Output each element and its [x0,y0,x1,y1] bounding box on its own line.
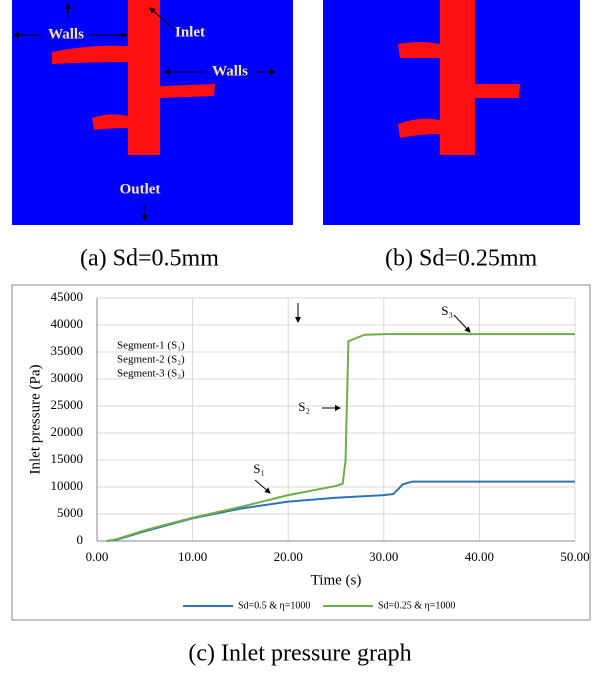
x-tick-label: 50.00 [560,549,589,564]
segment [92,114,128,130]
annotation: S₃ [441,303,453,318]
label: Walls [212,63,248,79]
x-axis-title: Time (s) [311,572,362,588]
chart: 0 5000 10000 15000 20000 25000 30000 35000 40000… [27,289,589,611]
x-tick-label: 0.00 [86,549,109,564]
label: Inlet [175,24,205,40]
caption: (b) Sd=0.25mm [385,246,538,272]
label: Walls [48,26,84,42]
y-tick-label: 20000 [51,424,84,439]
chart-frame [11,284,591,621]
panel-a: Walls Inlet Walls Outlet [12,0,293,225]
segment [398,42,440,58]
x-tick-label: 20.00 [274,549,303,564]
y-tick-label: 45000 [51,289,84,304]
segment [475,84,520,98]
y-tick-label: 10000 [51,478,84,493]
segment [160,84,215,98]
y-tick-label: 25000 [51,397,84,412]
x-tick-label: 40.00 [465,549,494,564]
line-series [106,333,575,542]
y-tick-label: 30000 [51,370,84,385]
y-tick-label: 15000 [51,451,84,466]
y-tick-label: 40000 [51,316,84,331]
segment [398,118,440,138]
x-tick-label: 10.00 [178,549,207,564]
legend-label: Sd=0.25 & η=1000 [378,600,455,611]
note: Segment-3 (S₃) [117,368,185,380]
inlet-channel [440,0,475,155]
caption: (a) Sd=0.5mm [80,246,219,272]
annotation: S₂ [298,399,310,414]
y-tick-label: 5000 [57,505,83,520]
note: Segment-1 (S₁) [117,340,185,352]
segment [52,45,128,64]
annotation: S₁ [253,461,265,476]
y-tick-label: 35000 [51,343,84,358]
legend-label: Sd=0.5 & η=1000 [238,600,310,611]
x-tick-label: 30.00 [369,549,398,564]
panel-b [323,0,580,225]
line-series [106,480,575,542]
y-axis-title: Inlet pressure (Pa) [27,365,43,475]
y-tick-label: 0 [77,532,84,547]
note: Segment-2 (S₂) [117,354,185,366]
inlet-channel [128,0,160,155]
caption: (c) Inlet pressure graph [188,641,411,667]
label: Outlet [120,181,161,197]
